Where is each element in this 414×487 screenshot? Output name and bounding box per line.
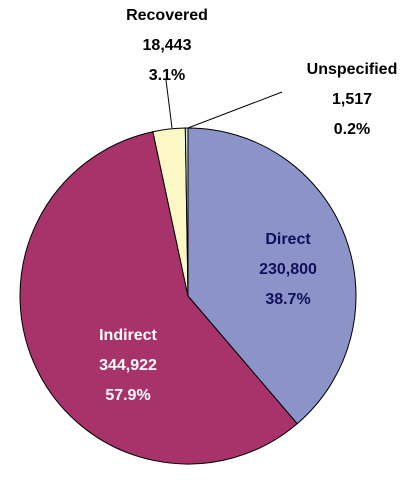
slice-percent-label: 38.7%	[265, 291, 310, 308]
slice-value-label: 344,922	[99, 357, 157, 374]
slice-label: Unspecified	[307, 61, 398, 78]
slice-percent-label: 57.9%	[105, 387, 150, 404]
slice-value-label: 1,517	[332, 91, 372, 108]
slice-value-label: 18,443	[143, 37, 192, 54]
slice-percent-label: 3.1%	[149, 67, 185, 84]
pie-slice	[187, 127, 357, 425]
slice-label: Direct	[265, 231, 311, 248]
leader-line	[165, 79, 173, 129]
slice-label: Recovered	[126, 7, 208, 24]
slice-value-label: 230,800	[259, 261, 317, 278]
pie-slice	[184, 127, 189, 297]
slice-label: Indirect	[99, 327, 157, 344]
leader-line	[187, 91, 283, 129]
pie-slice	[19, 131, 298, 465]
slice-percent-label: 0.2%	[334, 121, 370, 138]
